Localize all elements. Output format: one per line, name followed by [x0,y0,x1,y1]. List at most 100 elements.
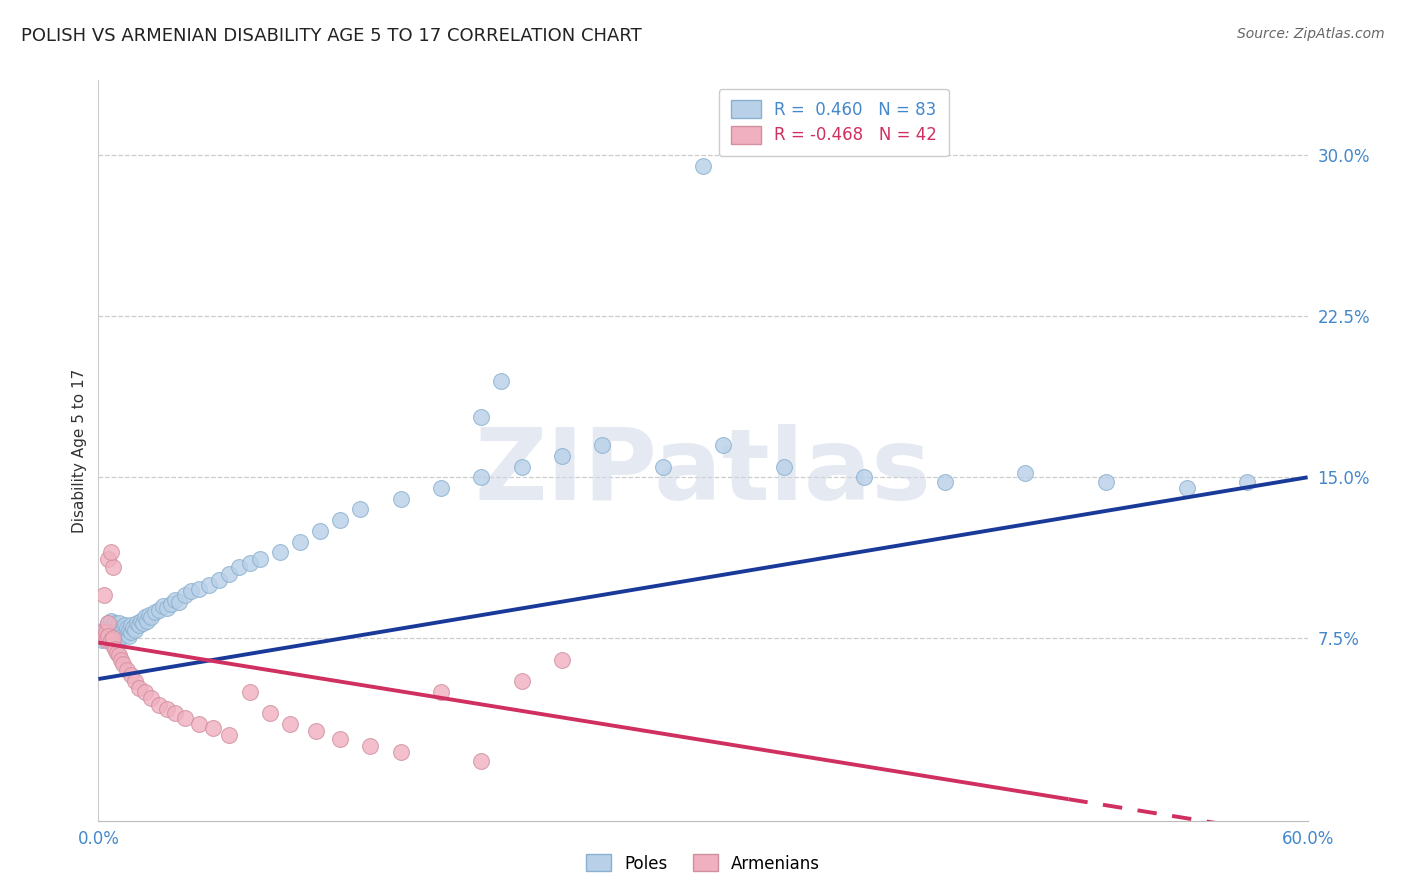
Point [329,732,352,747]
Point [93,629,115,643]
Point [110,653,132,667]
Point [128,618,150,632]
Point [120,624,142,639]
Point [107,632,129,646]
Point [551,449,574,463]
Point [101,638,124,652]
Point [218,566,240,581]
Point [259,706,281,721]
Point [510,674,533,689]
Point [103,642,125,657]
Text: ZIPatlas: ZIPatlas [475,425,931,521]
Point [174,711,197,725]
Point [91,633,114,648]
Point [93,623,115,637]
Point [239,685,262,699]
Point [93,588,115,602]
Point [101,618,124,632]
Point [139,691,162,706]
Point [188,582,211,596]
Point [103,629,125,643]
Text: POLISH VS ARMENIAN DISABILITY AGE 5 TO 17 CORRELATION CHART: POLISH VS ARMENIAN DISABILITY AGE 5 TO 1… [21,27,643,45]
Point [239,556,262,570]
Point [93,632,115,646]
Legend: Poles, Armenians: Poles, Armenians [579,847,827,880]
Point [853,470,876,484]
Point [163,592,186,607]
Point [288,534,311,549]
Point [110,627,132,641]
Point [115,620,138,634]
Point [148,603,170,617]
Point [1095,475,1118,489]
Point [135,614,157,628]
Point [491,374,513,388]
Point [180,584,202,599]
Point [100,614,122,628]
Point [711,438,734,452]
Point [160,597,183,611]
Point [129,614,152,628]
Point [156,702,179,716]
Point [118,629,141,643]
Point [188,717,211,731]
Point [309,524,332,538]
Point [360,739,382,753]
Point [772,459,794,474]
Point [329,513,352,527]
Point [470,470,492,484]
Point [198,577,221,591]
Point [100,545,122,559]
Point [103,623,125,637]
Point [101,632,124,646]
Point [105,620,128,634]
Point [101,624,124,639]
Point [110,620,132,634]
Point [100,633,122,648]
Point [651,459,673,474]
Point [148,698,170,712]
Point [305,723,328,738]
Point [152,599,174,613]
Point [1236,475,1258,489]
Point [97,616,120,631]
Point [430,685,453,699]
Point [692,159,714,173]
Point [124,623,146,637]
Point [118,623,141,637]
Point [269,545,291,559]
Point [389,745,412,759]
Point [121,620,143,634]
Point [96,624,118,639]
Point [97,632,120,646]
Point [114,624,136,639]
Point [103,616,125,631]
Point [228,560,250,574]
Point [124,674,146,689]
Point [107,623,129,637]
Point [278,717,301,731]
Point [218,728,240,742]
Y-axis label: Disability Age 5 to 17: Disability Age 5 to 17 [72,368,87,533]
Point [132,616,155,631]
Point [111,629,134,643]
Point [551,653,574,667]
Point [510,459,533,474]
Point [470,754,492,768]
Point [97,629,120,643]
Point [138,607,160,622]
Point [134,685,156,699]
Point [107,648,129,663]
Point [105,627,128,641]
Point [120,667,142,681]
Point [97,624,120,639]
Point [139,609,162,624]
Point [115,627,138,641]
Point [120,618,142,632]
Point [125,616,148,631]
Point [1175,481,1198,495]
Point [143,606,166,620]
Point [470,410,492,425]
Point [128,681,150,695]
Point [114,618,136,632]
